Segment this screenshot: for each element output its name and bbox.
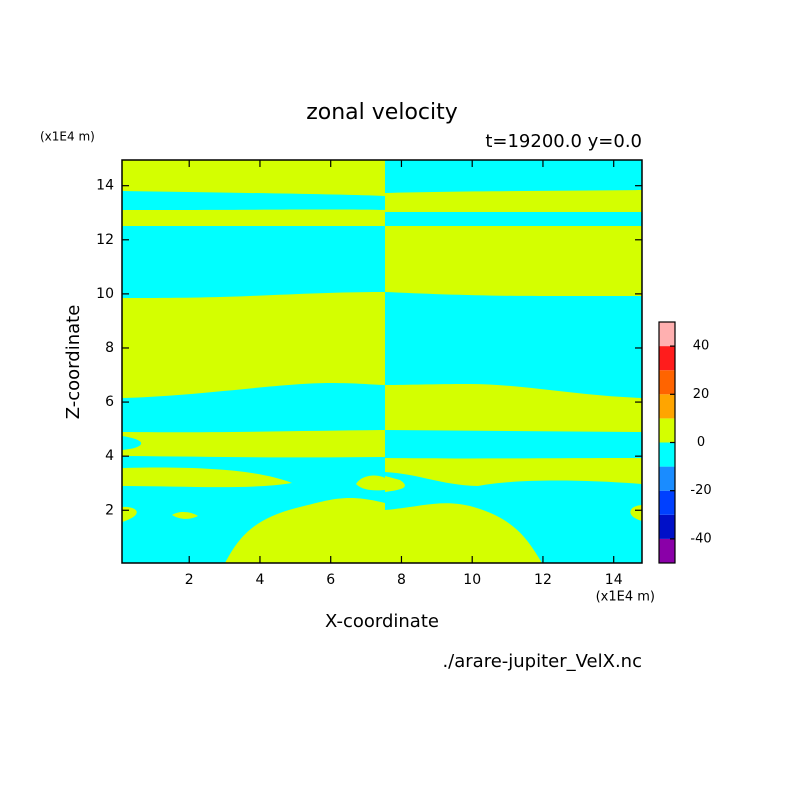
colorbar-bin xyxy=(659,514,675,539)
region xyxy=(122,191,385,210)
colorbar: -40 -20 0 20 40 xyxy=(658,321,712,564)
y-unit: (x1E4 m) xyxy=(40,130,95,144)
colorbar-tick-label: 0 xyxy=(697,435,705,450)
y-tick-label: 2 xyxy=(105,502,114,518)
y-tick-label: 6 xyxy=(105,394,114,410)
y-tick-label: 14 xyxy=(96,178,114,194)
y-tick-label: 12 xyxy=(96,232,114,248)
colorbar-tick-label: -40 xyxy=(690,531,711,546)
chart-subtitle: t=19200.0 y=0.0 xyxy=(485,131,642,152)
x-tick-label: 4 xyxy=(255,572,264,588)
plot-frame: 2 4 6 8 10 12 14 2 4 6 8 10 12 14 xyxy=(96,159,643,588)
x-tick-label: 12 xyxy=(534,572,552,588)
x-tick-label: 6 xyxy=(326,572,335,588)
y-tick-label: 4 xyxy=(105,448,114,464)
colorbar-bin xyxy=(659,418,675,443)
contour-field xyxy=(122,160,642,563)
source-file: ./arare-jupiter_VelX.nc xyxy=(442,651,642,672)
region xyxy=(595,437,625,448)
region xyxy=(122,467,292,488)
colorbar-bin xyxy=(659,322,675,347)
colorbar-tick-label: -20 xyxy=(690,483,711,498)
y-tick-label: 8 xyxy=(105,340,114,356)
colorbar-bin xyxy=(659,346,675,371)
plot-border xyxy=(121,159,643,564)
region xyxy=(170,432,190,445)
region xyxy=(385,430,642,459)
x-tick-label: 14 xyxy=(605,572,623,588)
region xyxy=(122,430,385,458)
x-axis-label: X-coordinate xyxy=(325,611,439,632)
region xyxy=(385,160,642,193)
region xyxy=(385,472,642,563)
y-tick-label: 10 xyxy=(96,286,114,302)
x-tick-label: 10 xyxy=(463,572,481,588)
x-tick-label: 2 xyxy=(185,572,194,588)
colorbar-tick-label: 20 xyxy=(693,387,710,402)
region xyxy=(570,512,598,519)
colorbar-bin xyxy=(659,442,675,467)
region xyxy=(356,475,385,491)
colorbar-bin xyxy=(659,490,675,515)
chart-title: zonal velocity xyxy=(306,100,458,125)
colorbar-bin xyxy=(659,466,675,491)
colorbar-tick-label: 40 xyxy=(693,339,710,354)
region xyxy=(122,226,385,298)
region xyxy=(385,292,642,398)
x-tick-label: 8 xyxy=(397,572,406,588)
region xyxy=(225,498,385,563)
colorbar-bin xyxy=(659,370,675,395)
y-axis-label: Z-coordinate xyxy=(63,305,84,420)
region xyxy=(385,212,642,226)
x-unit: (x1E4 m) xyxy=(596,590,655,605)
colorbar-bin xyxy=(659,394,675,419)
region xyxy=(172,512,198,519)
colorbar-bin xyxy=(659,538,675,563)
